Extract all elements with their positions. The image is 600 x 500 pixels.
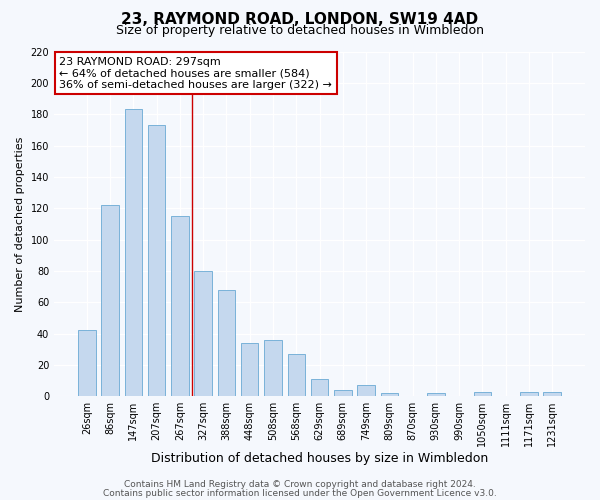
Bar xyxy=(78,330,95,396)
Bar xyxy=(473,392,491,396)
Text: 23, RAYMOND ROAD, LONDON, SW19 4AD: 23, RAYMOND ROAD, LONDON, SW19 4AD xyxy=(121,12,479,28)
Bar xyxy=(171,216,188,396)
Bar xyxy=(101,205,119,396)
Bar xyxy=(194,271,212,396)
Bar xyxy=(287,354,305,396)
Bar xyxy=(264,340,282,396)
Bar xyxy=(218,290,235,396)
Bar xyxy=(125,110,142,396)
Bar xyxy=(544,392,561,396)
Text: Size of property relative to detached houses in Wimbledon: Size of property relative to detached ho… xyxy=(116,24,484,37)
Bar xyxy=(241,343,259,396)
Y-axis label: Number of detached properties: Number of detached properties xyxy=(15,136,25,312)
X-axis label: Distribution of detached houses by size in Wimbledon: Distribution of detached houses by size … xyxy=(151,452,488,465)
Bar xyxy=(311,379,328,396)
Bar xyxy=(148,125,166,396)
Text: 23 RAYMOND ROAD: 297sqm
← 64% of detached houses are smaller (584)
36% of semi-d: 23 RAYMOND ROAD: 297sqm ← 64% of detache… xyxy=(59,56,332,90)
Bar xyxy=(427,393,445,396)
Text: Contains public sector information licensed under the Open Government Licence v3: Contains public sector information licen… xyxy=(103,488,497,498)
Text: Contains HM Land Registry data © Crown copyright and database right 2024.: Contains HM Land Registry data © Crown c… xyxy=(124,480,476,489)
Bar xyxy=(334,390,352,396)
Bar xyxy=(380,393,398,396)
Bar xyxy=(358,385,375,396)
Bar xyxy=(520,392,538,396)
